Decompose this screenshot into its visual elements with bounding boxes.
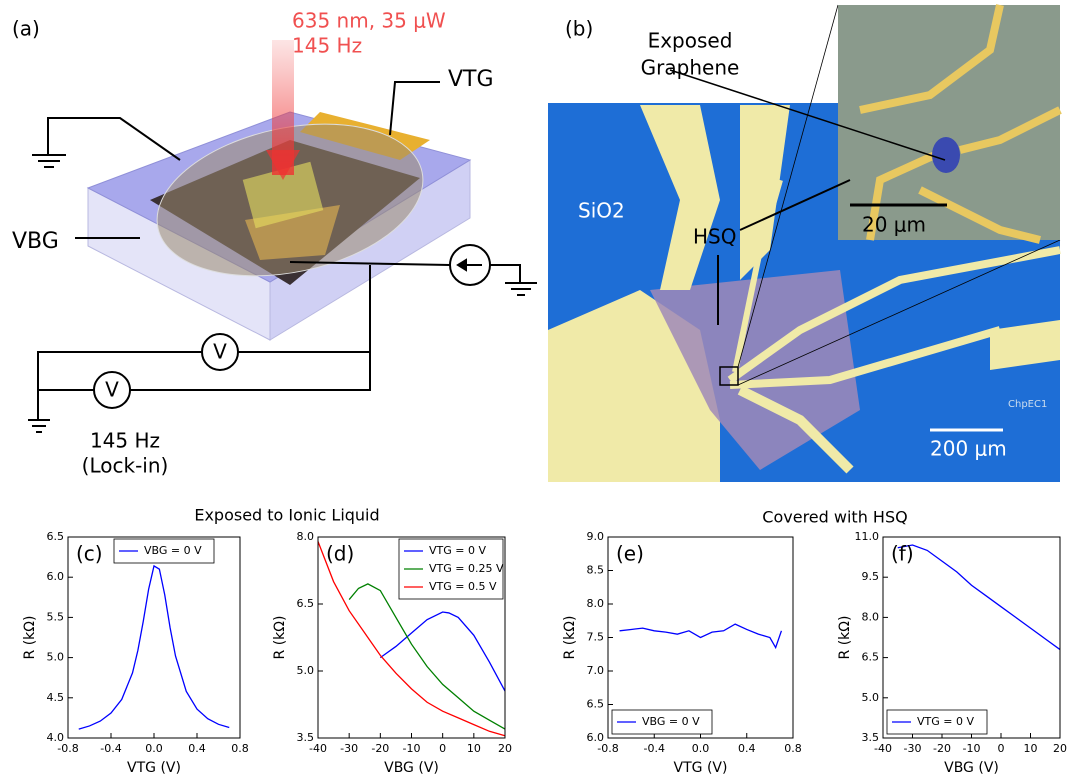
y-tick-label: 8.5 bbox=[587, 564, 605, 577]
annotation: HSQ bbox=[693, 225, 736, 249]
legend-label: VTG = 0.25 V bbox=[429, 562, 504, 575]
panel-label: (b) bbox=[565, 17, 593, 41]
y-tick-label: 5.5 bbox=[47, 610, 65, 623]
y-tick-label: 9.0 bbox=[587, 530, 605, 543]
top-gate-label: VTG bbox=[448, 67, 494, 92]
y-axis-label: R (kΩ) bbox=[837, 616, 853, 660]
legend-label: VTG = 0.5 V bbox=[429, 580, 497, 593]
y-axis-label: R (kΩ) bbox=[272, 616, 288, 660]
y-tick-label: 9.5 bbox=[862, 570, 880, 583]
panel-label: (d) bbox=[326, 542, 354, 566]
y-axis-label: R (kΩ) bbox=[562, 616, 578, 660]
y-tick-label: 7.5 bbox=[587, 631, 605, 644]
legend-label: VBG = 0 V bbox=[144, 544, 202, 557]
panel-label: (f) bbox=[891, 542, 914, 566]
x-tick-label: 20 bbox=[498, 742, 512, 755]
chip-label: ChpEC1 bbox=[1008, 399, 1047, 410]
annotation: Graphene bbox=[641, 56, 740, 80]
y-tick-label: 8.0 bbox=[862, 610, 880, 623]
x-tick-label: -20 bbox=[371, 742, 389, 755]
y-tick-label: 6.0 bbox=[587, 731, 605, 744]
x-tick-label: 0.4 bbox=[738, 742, 756, 755]
panel-label: (e) bbox=[616, 542, 644, 566]
x-tick-label: 0.0 bbox=[692, 742, 710, 755]
lockin-label: (Lock-in) bbox=[82, 454, 169, 478]
laser-frequency: 145 Hz bbox=[292, 34, 362, 58]
y-tick-label: 4.5 bbox=[47, 691, 65, 704]
y-tick-label: 7.0 bbox=[587, 664, 605, 677]
x-tick-label: -30 bbox=[340, 742, 358, 755]
x-tick-label: 10 bbox=[1024, 742, 1038, 755]
y-axis-label: R (kΩ) bbox=[22, 616, 38, 660]
data-line bbox=[898, 545, 1060, 650]
micrograph bbox=[548, 5, 1060, 482]
x-tick-label: -20 bbox=[933, 742, 951, 755]
x-tick-label: -0.4 bbox=[100, 742, 121, 755]
x-tick-label: 0 bbox=[439, 742, 446, 755]
data-line bbox=[79, 566, 230, 729]
y-tick-label: 3.5 bbox=[862, 731, 880, 744]
annotation: Exposed bbox=[648, 29, 733, 53]
legend-label: VTG = 0 V bbox=[917, 715, 974, 728]
legend-label: VBG = 0 V bbox=[642, 715, 700, 728]
voltmeter-label: V bbox=[213, 340, 227, 364]
voltmeter-label: V bbox=[105, 378, 119, 402]
group-title: Exposed to Ionic Liquid bbox=[194, 506, 379, 525]
y-tick-label: 6.5 bbox=[297, 597, 315, 610]
x-tick-label: -10 bbox=[963, 742, 981, 755]
y-tick-label: 6.5 bbox=[587, 698, 605, 711]
x-tick-label: 0.0 bbox=[145, 742, 163, 755]
plot-frame bbox=[883, 537, 1060, 738]
x-tick-label: -10 bbox=[403, 742, 421, 755]
y-tick-label: 6.5 bbox=[47, 530, 65, 543]
y-tick-label: 4.0 bbox=[47, 731, 65, 744]
x-tick-label: 0.8 bbox=[784, 742, 802, 755]
x-axis-label: VBG (V) bbox=[384, 760, 439, 776]
data-line bbox=[349, 584, 505, 729]
back-gate-label: VBG bbox=[12, 229, 59, 254]
legend-label: VTG = 0 V bbox=[429, 544, 486, 557]
x-tick-label: 0 bbox=[998, 742, 1005, 755]
y-tick-label: 6.0 bbox=[47, 570, 65, 583]
x-tick-label: 10 bbox=[467, 742, 481, 755]
x-tick-label: 0.4 bbox=[188, 742, 206, 755]
panel-label: (c) bbox=[76, 542, 103, 566]
x-tick-label: 20 bbox=[1053, 742, 1067, 755]
figure: (a) 635 nm, 35 μW 145 Hz VTG VBG V V 145… bbox=[0, 0, 1072, 777]
y-tick-label: 5.0 bbox=[47, 651, 65, 664]
x-tick-label: -30 bbox=[904, 742, 922, 755]
y-tick-label: 5.0 bbox=[862, 691, 880, 704]
panel-label: (a) bbox=[12, 17, 40, 41]
y-tick-label: 3.5 bbox=[297, 731, 315, 744]
device-diagram bbox=[28, 40, 537, 432]
scale-bar-label: 200 μm bbox=[930, 437, 1007, 461]
x-axis-label: VBG (V) bbox=[944, 760, 999, 776]
y-tick-label: 11.0 bbox=[855, 530, 880, 543]
data-line bbox=[620, 624, 782, 647]
laser-spec: 635 nm, 35 μW bbox=[292, 9, 446, 33]
x-axis-label: VTG (V) bbox=[674, 760, 728, 776]
y-tick-label: 8.0 bbox=[297, 530, 315, 543]
group-title: Covered with HSQ bbox=[762, 508, 907, 527]
x-axis-label: VTG (V) bbox=[127, 760, 181, 776]
substrate-label: SiO2 bbox=[578, 199, 625, 223]
lockin-frequency: 145 Hz bbox=[90, 429, 160, 453]
x-tick-label: 0.8 bbox=[231, 742, 249, 755]
x-tick-label: -0.4 bbox=[644, 742, 665, 755]
y-tick-label: 8.0 bbox=[587, 597, 605, 610]
scale-bar-label: 20 μm bbox=[862, 213, 926, 237]
y-tick-label: 6.5 bbox=[862, 651, 880, 664]
y-tick-label: 5.0 bbox=[297, 664, 315, 677]
